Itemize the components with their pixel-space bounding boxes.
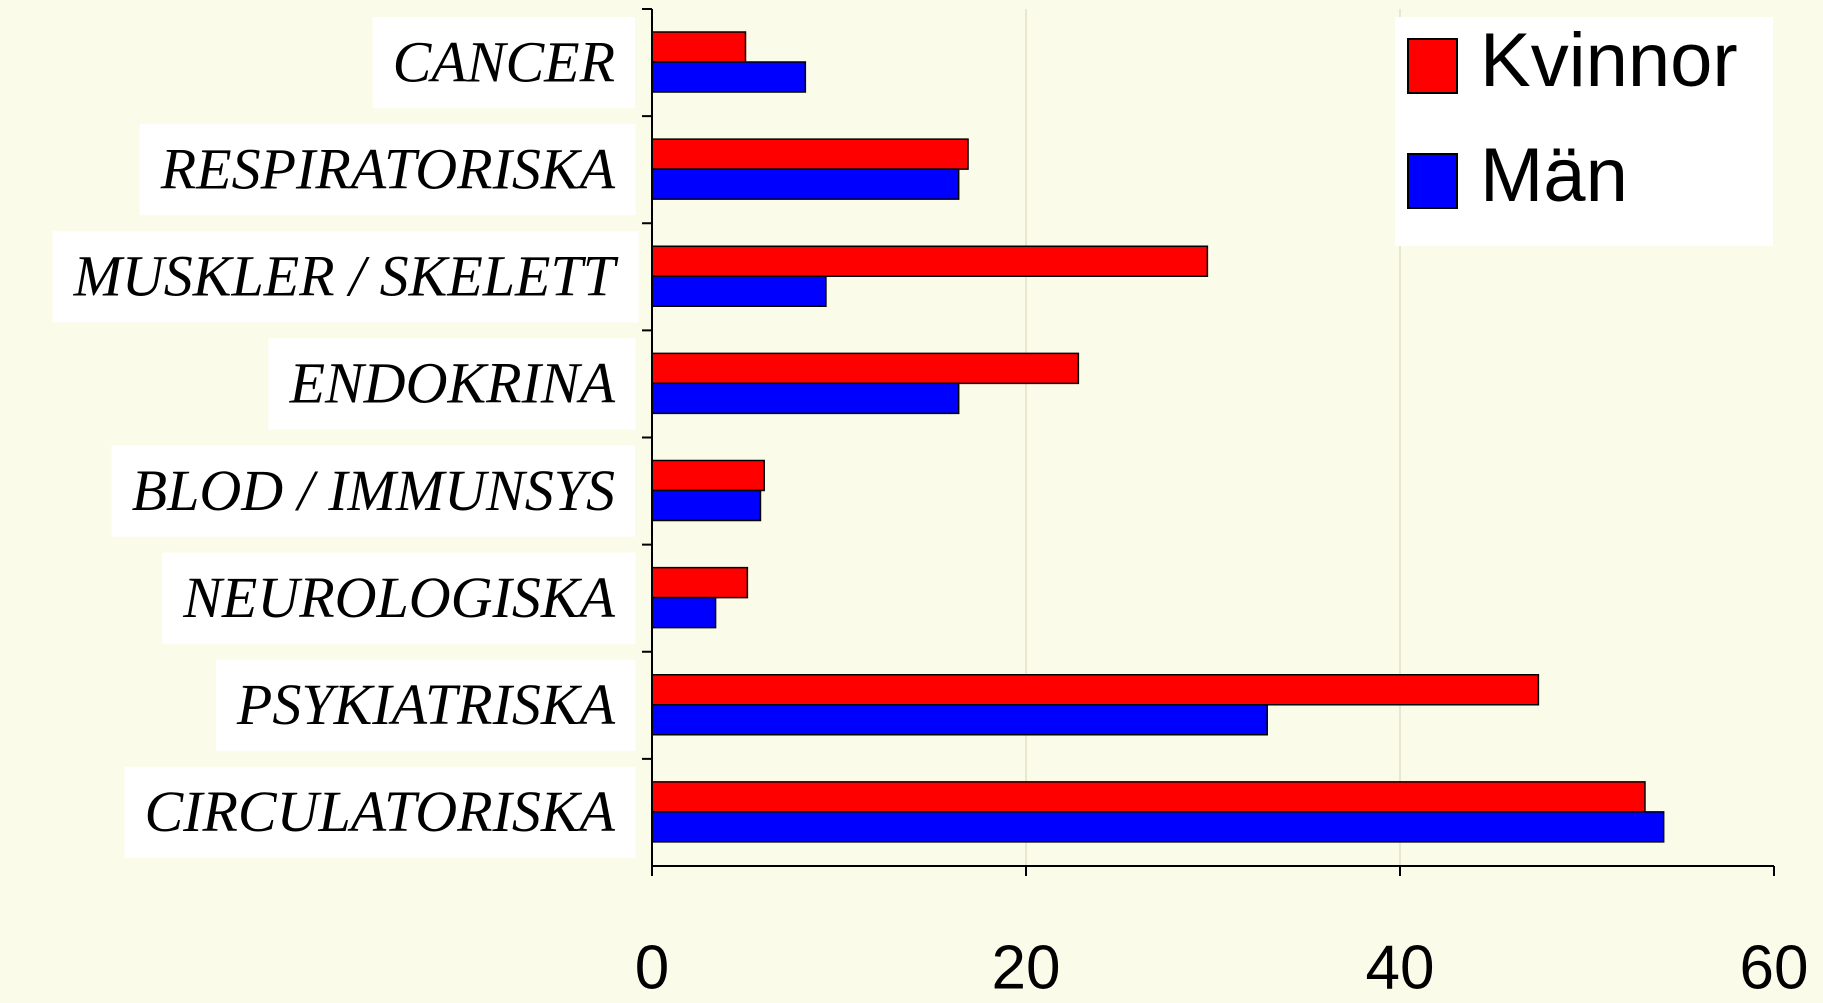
y-tick-label: ENDOKRINA (289, 351, 616, 416)
x-tick-label: 40 (1366, 933, 1435, 1002)
label-box (372, 17, 635, 109)
bar (651, 489, 762, 522)
y-tick-label: NEUROLOGISKA (182, 565, 615, 630)
bar (651, 704, 1268, 736)
bar (651, 382, 960, 415)
bar (651, 31, 747, 63)
y-tick-label: MUSKLER / SKELETT (73, 244, 619, 309)
x-tick-label: 60 (1740, 933, 1809, 1002)
bar (651, 352, 1080, 385)
legend-swatch (1407, 38, 1458, 94)
y-tick-label: BLOD / IMMUNSYS (132, 458, 615, 523)
label-box (139, 124, 636, 216)
bar (651, 61, 807, 93)
bar (651, 245, 1209, 277)
bar (651, 566, 749, 599)
label-box (215, 659, 636, 751)
bar (651, 596, 717, 629)
label-box (111, 445, 635, 537)
bar (651, 459, 765, 492)
label-box (162, 552, 636, 644)
x-tick-label: 0 (635, 933, 669, 1002)
y-tick-label: CIRCULATORISKA (145, 779, 616, 844)
bar (651, 811, 1665, 843)
y-tick-label: RESPIRATORISKA (160, 136, 616, 201)
bar (651, 781, 1646, 813)
bar (651, 275, 827, 307)
y-tick-label: CANCER (393, 29, 615, 94)
bar (651, 138, 969, 170)
legend-label: Män (1480, 133, 1628, 218)
label-box (268, 338, 636, 430)
label-box (124, 766, 636, 858)
y-tick-label: PSYKIATRISKA (236, 672, 616, 737)
x-tick-label: 20 (992, 933, 1061, 1002)
legend-label: Kvinnor (1480, 18, 1738, 103)
legend-swatch (1407, 153, 1458, 209)
label-box (52, 231, 639, 323)
bar (651, 674, 1540, 706)
bar (651, 168, 960, 200)
